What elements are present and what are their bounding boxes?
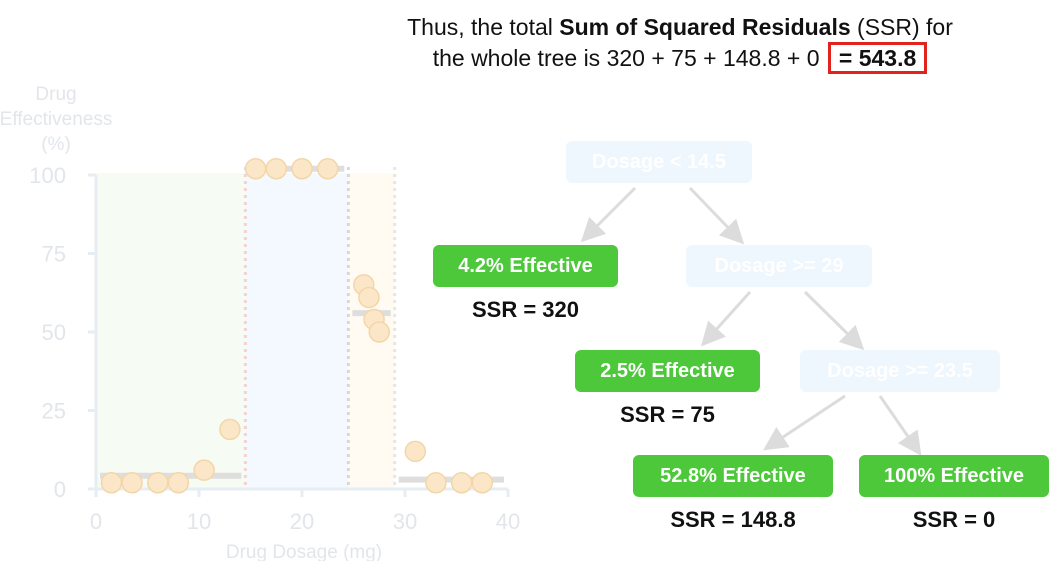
y-axis-label: (%) — [41, 134, 71, 155]
total-ssr-value: = 543.8 — [838, 45, 917, 71]
data-point — [471, 471, 493, 494]
edge-root-node2 — [688, 186, 745, 245]
headline-line-2: the whole tree is 320 + 75 + 148.8 + 0 =… — [300, 42, 1058, 74]
edge-node3-leaf3 — [762, 394, 846, 451]
data-point — [368, 321, 390, 343]
data-point — [425, 471, 447, 494]
headline: Thus, the total Sum of Squared Residuals… — [300, 12, 1058, 74]
y-tick-label: 0 — [54, 477, 66, 502]
x-tick-label: 10 — [187, 509, 211, 534]
root-node: Dosage < 14.5 — [566, 141, 752, 183]
leaf-ssr-75: SSR = 75 — [620, 402, 715, 427]
edge-node2-node3 — [803, 290, 865, 351]
headline-line-1: Thus, the total Sum of Squared Residuals… — [300, 12, 1058, 42]
region-shade — [245, 173, 349, 489]
y-tick-label: 50 — [42, 320, 66, 345]
total-ssr-highlight: = 543.8 — [827, 42, 928, 74]
data-point — [404, 440, 427, 463]
headline-text: (SSR) for — [850, 14, 953, 40]
data-point — [193, 459, 215, 481]
headline-bold-term: Sum of Squared Residuals — [559, 14, 851, 40]
x-axis-label: Drug Dosage (mg) — [226, 542, 382, 561]
split-node-dosage-29: Dosage >= 29 — [686, 245, 872, 287]
edge-root-leaf1 — [580, 186, 637, 243]
leaf-node-100: 100% Effective — [859, 455, 1049, 497]
x-tick-label: 0 — [90, 509, 102, 534]
data-point — [265, 157, 287, 180]
split-node-dosage-23-5: Dosage >= 23.5 — [800, 350, 1000, 392]
data-point — [121, 471, 143, 494]
leaf-node-52-8: 52.8% Effective — [633, 455, 833, 497]
data-point — [291, 157, 313, 180]
y-axis-label: Effectiveness — [0, 109, 112, 130]
y-axis-label: Drug — [35, 84, 76, 105]
leaf-node-4-2: 4.2% Effective — [433, 245, 618, 287]
leaf-ssr-0: SSR = 0 — [912, 507, 996, 532]
y-tick-label: 100 — [29, 163, 66, 188]
y-tick-label: 75 — [42, 242, 66, 267]
headline-text: the whole tree is 320 + 75 + 148.8 + 0 — [432, 45, 826, 71]
data-point — [219, 418, 241, 441]
leaf-node-2-5: 2.5% Effective — [575, 350, 760, 392]
x-tick-label: 40 — [496, 509, 520, 534]
leaf-ssr-320: SSR = 320 — [471, 297, 579, 322]
edge-node2-leaf2 — [700, 290, 752, 347]
scatter-chart: 0 25 50 75 100 0 10 20 30 40 Drug Effectiveness (%) D… — [0, 84, 520, 561]
headline-text: Thus, the total — [407, 14, 560, 40]
data-point — [167, 471, 190, 494]
leaf-ssr-148-8: SSR = 148.8 — [670, 507, 796, 532]
data-point — [358, 286, 380, 309]
x-tick-label: 20 — [290, 509, 314, 534]
x-tick-label: 30 — [393, 509, 417, 534]
data-point — [317, 157, 339, 180]
region-shade — [96, 173, 246, 489]
y-tick-label: 25 — [42, 399, 66, 424]
edge-node3-leaf4 — [878, 395, 922, 456]
